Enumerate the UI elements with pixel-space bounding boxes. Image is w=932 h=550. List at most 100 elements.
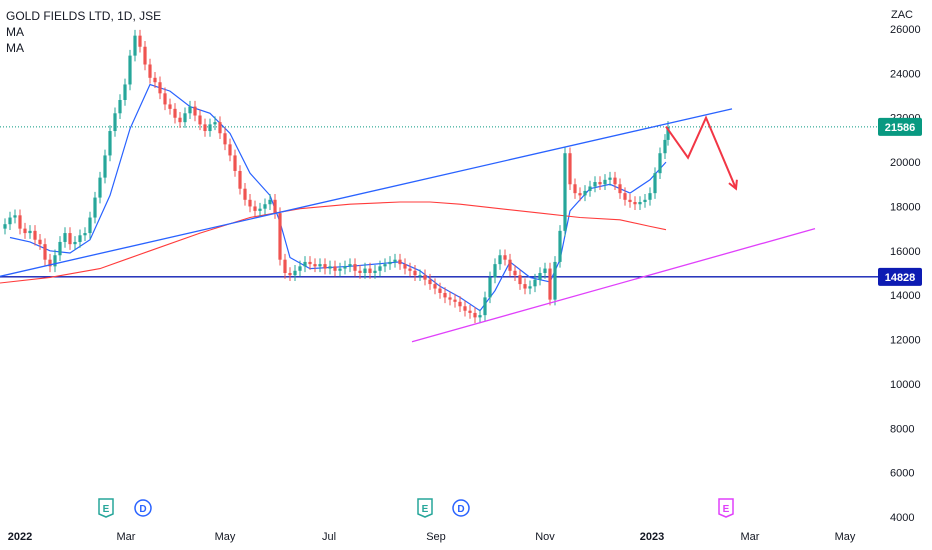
candle-body: [473, 312, 477, 318]
candle-body: [18, 215, 22, 229]
earnings-marker[interactable]: [718, 498, 734, 518]
candle-body: [623, 193, 627, 200]
lower-trendline[interactable]: [411, 228, 816, 343]
candle-body: [243, 188, 247, 200]
candle-body: [308, 261, 312, 265]
candle-body: [53, 255, 57, 267]
candle-body: [453, 299, 457, 302]
candle-body: [168, 104, 172, 109]
y-tick-label: 8000: [890, 423, 914, 435]
candle-body: [28, 230, 32, 234]
dividend-marker[interactable]: [452, 499, 470, 517]
event-marker-letter: E: [422, 504, 429, 515]
price-tag-2: [878, 267, 922, 286]
earnings-marker[interactable]: [98, 498, 114, 518]
candle-body: [293, 270, 297, 276]
projection-path[interactable]: [665, 115, 737, 190]
candle-body: [218, 122, 222, 134]
candle-body: [548, 268, 552, 300]
candle-body: [153, 77, 157, 83]
candle-body: [93, 197, 97, 218]
candle-body: [353, 264, 357, 271]
candle-body: [48, 259, 52, 267]
candle-body: [478, 315, 482, 318]
y-tick-label: 18000: [890, 201, 921, 213]
candle-body: [188, 106, 192, 114]
candle-body: [503, 255, 507, 260]
upper-trendline[interactable]: [0, 108, 733, 277]
candle-body: [33, 230, 37, 240]
candle-body: [3, 224, 7, 229]
y-tick-label: 20000: [890, 157, 921, 169]
candle-body: [328, 266, 332, 269]
candle-body: [593, 182, 597, 187]
candle-body: [118, 99, 122, 114]
candle-body: [583, 190, 587, 196]
candle-body: [88, 217, 92, 234]
y-tick-label: 16000: [890, 246, 921, 258]
price-tag-label: 21586: [885, 122, 916, 134]
candle-body: [143, 46, 147, 65]
candle-body: [483, 297, 487, 316]
candle-body: [423, 275, 427, 280]
candle-body: [273, 199, 277, 214]
candle-body: [148, 64, 152, 78]
candle-body: [393, 259, 397, 262]
x-tick-label: May: [215, 531, 236, 543]
y-tick-label: 26000: [890, 24, 921, 36]
candle-body: [638, 202, 642, 205]
candle-body: [98, 177, 102, 198]
candle-body: [658, 153, 662, 174]
price-tag-1: [878, 117, 922, 136]
candle-body: [653, 173, 657, 194]
candle-body: [333, 266, 337, 271]
candle-body: [193, 106, 197, 116]
candle-body: [498, 255, 502, 265]
candle-body: [318, 264, 322, 267]
candle-body: [643, 199, 647, 203]
candle-body: [338, 268, 342, 271]
ma-indicator-label-1[interactable]: MA: [6, 25, 24, 39]
candle-body: [448, 297, 452, 300]
candle-body: [213, 122, 217, 125]
candle-body: [573, 184, 577, 194]
y-tick-label: 14000: [890, 290, 921, 302]
x-tick-label: Nov: [535, 531, 555, 543]
candle-body: [388, 261, 392, 265]
candle-body: [608, 177, 612, 180]
y-tick-label: 4000: [890, 512, 914, 524]
candle-body: [253, 206, 257, 211]
candle-body: [248, 199, 252, 207]
candle-body: [303, 261, 307, 267]
candle-body: [663, 139, 667, 154]
candle-body: [173, 108, 177, 118]
candle-body: [443, 292, 447, 298]
dividend-marker[interactable]: [134, 499, 152, 517]
candle-body: [558, 230, 562, 262]
moving-average-line-2[interactable]: [0, 201, 667, 284]
candle-body: [183, 113, 187, 123]
currency-label: ZAC: [891, 9, 913, 21]
event-marker-letter: D: [139, 504, 146, 515]
y-tick-label: 12000: [890, 335, 921, 347]
candle-body: [158, 82, 162, 94]
y-tick-label: 24000: [890, 68, 921, 80]
candle-body: [103, 155, 107, 178]
candle-body: [603, 179, 607, 185]
candle-body: [543, 268, 547, 273]
ma-indicator-label-2[interactable]: MA: [6, 41, 24, 55]
candle-body: [78, 235, 82, 242]
candle-body: [413, 270, 417, 276]
candle-body: [23, 228, 27, 234]
event-marker-letter: E: [723, 504, 730, 515]
candle-body: [283, 259, 287, 273]
symbol-title[interactable]: GOLD FIELDS LTD, 1D, JSE: [6, 9, 162, 23]
event-marker-letter: E: [103, 504, 110, 515]
candle-body: [228, 144, 232, 156]
earnings-marker[interactable]: [417, 498, 433, 518]
x-tick-label: Mar: [741, 531, 760, 543]
candle-body: [258, 208, 262, 211]
candle-body: [648, 193, 652, 200]
candle-body: [373, 270, 377, 273]
